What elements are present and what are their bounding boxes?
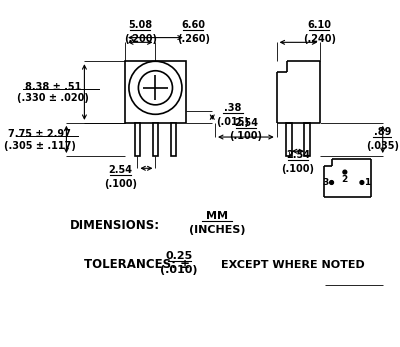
Text: (.015): (.015): [216, 117, 250, 127]
Text: 0.25: 0.25: [166, 251, 193, 261]
Text: (.035): (.035): [366, 141, 399, 151]
Circle shape: [343, 170, 347, 174]
Bar: [170, 123, 176, 156]
Text: 1: 1: [364, 178, 371, 187]
Text: 3: 3: [323, 178, 329, 187]
Text: DIMENSIONS:: DIMENSIONS:: [70, 219, 160, 231]
Text: 2.54: 2.54: [286, 150, 310, 160]
Text: 2.54: 2.54: [234, 118, 258, 128]
Circle shape: [129, 61, 182, 114]
Text: 2: 2: [342, 175, 348, 184]
Text: (.330 ± .020): (.330 ± .020): [17, 93, 89, 103]
Bar: [286, 123, 292, 156]
Text: EXCEPT WHERE NOTED: EXCEPT WHERE NOTED: [221, 260, 365, 270]
Text: 5.08: 5.08: [128, 20, 152, 30]
Circle shape: [330, 180, 334, 184]
Bar: [135, 123, 140, 156]
Text: 7.75 ± 2.97: 7.75 ± 2.97: [8, 129, 71, 139]
Text: (.240): (.240): [303, 34, 336, 44]
Text: (.260): (.260): [177, 34, 210, 44]
Text: MM: MM: [206, 211, 228, 221]
Bar: [125, 61, 186, 123]
Text: .89: .89: [374, 127, 392, 137]
Text: (.200): (.200): [124, 34, 157, 44]
Circle shape: [360, 180, 364, 184]
Text: .38: .38: [224, 103, 242, 113]
Text: TOLERANCES: ±: TOLERANCES: ±: [84, 259, 190, 271]
Text: 6.10: 6.10: [307, 20, 331, 30]
Bar: [152, 123, 158, 156]
Text: (.100): (.100): [104, 179, 137, 189]
Text: 8.38 ± .51: 8.38 ± .51: [25, 82, 81, 92]
Text: (.100): (.100): [282, 163, 314, 174]
Text: (INCHES): (INCHES): [189, 225, 245, 235]
Bar: [304, 123, 310, 156]
Circle shape: [138, 71, 172, 105]
Text: (.010): (.010): [160, 265, 198, 275]
Text: (.100): (.100): [229, 132, 262, 141]
Text: 6.60: 6.60: [181, 20, 205, 30]
Text: 2.54: 2.54: [108, 165, 132, 175]
Text: (.305 ± .117): (.305 ± .117): [4, 141, 76, 151]
